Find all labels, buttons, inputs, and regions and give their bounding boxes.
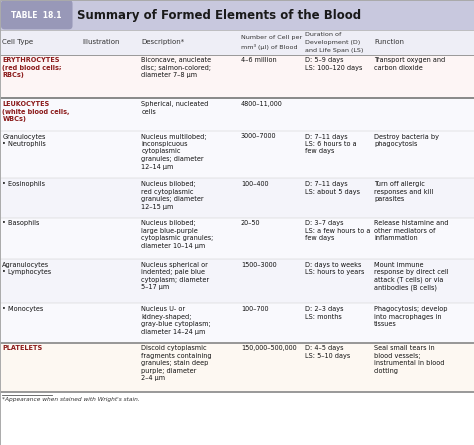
- Text: D: 4–5 days
LS: 5–10 days: D: 4–5 days LS: 5–10 days: [305, 345, 350, 359]
- Text: Summary of Formed Elements of the Blood: Summary of Formed Elements of the Blood: [77, 8, 361, 22]
- Text: Number of Cell per: Number of Cell per: [241, 35, 302, 40]
- Text: D: 7–11 days
LS: 6 hours to a
few days: D: 7–11 days LS: 6 hours to a few days: [305, 134, 356, 154]
- Bar: [0, 259, 474, 303]
- Text: and Life Span (LS): and Life Span (LS): [305, 48, 363, 53]
- Text: TABLE  18.1: TABLE 18.1: [11, 11, 62, 20]
- Bar: [0, 55, 474, 98]
- Text: 150,000–500,000: 150,000–500,000: [241, 345, 296, 351]
- Text: Turn off allergic
responses and kill
parasites: Turn off allergic responses and kill par…: [374, 181, 433, 202]
- Text: Duration of: Duration of: [305, 32, 341, 37]
- Bar: [0, 0, 474, 30]
- Text: D: 5–9 days
LS: 100–120 days: D: 5–9 days LS: 100–120 days: [305, 57, 362, 71]
- FancyBboxPatch shape: [1, 0, 73, 29]
- Text: D: 7–11 days
LS: about 5 days: D: 7–11 days LS: about 5 days: [305, 181, 360, 194]
- Text: mm³ (µl) of Blood: mm³ (µl) of Blood: [241, 44, 297, 50]
- Bar: [0, 343, 474, 392]
- Text: D: 3–7 days
LS: a few hours to a
few days: D: 3–7 days LS: a few hours to a few day…: [305, 220, 370, 241]
- Text: 100–400: 100–400: [241, 181, 268, 187]
- Text: 1500–3000: 1500–3000: [241, 262, 276, 267]
- Text: *Appearance when stained with Wright's stain.: *Appearance when stained with Wright's s…: [2, 397, 140, 402]
- Bar: [0, 131, 474, 178]
- Text: D: 2–3 days
LS: months: D: 2–3 days LS: months: [305, 306, 343, 320]
- Text: Spherical, nucleated
cells: Spherical, nucleated cells: [141, 101, 209, 114]
- Text: ERYTHROCYTES
(red blood cells;
RBCs): ERYTHROCYTES (red blood cells; RBCs): [2, 57, 62, 78]
- Text: 100–700: 100–700: [241, 306, 268, 312]
- Text: Destroy bacteria by
phagocytosis: Destroy bacteria by phagocytosis: [374, 134, 439, 147]
- Text: Phagocytosis; develop
into macrophages in
tissues: Phagocytosis; develop into macrophages i…: [374, 306, 447, 327]
- Text: D: days to weeks
LS: hours to years: D: days to weeks LS: hours to years: [305, 262, 364, 275]
- Text: 20–50: 20–50: [241, 220, 260, 226]
- Text: Nucleus U- or
kidney-shaped;
gray-blue cytoplasm;
diameter 14–24 µm: Nucleus U- or kidney-shaped; gray-blue c…: [141, 306, 211, 335]
- Text: PLATELETS: PLATELETS: [2, 345, 43, 351]
- Text: Discoid cytoplasmic
fragments containing
granules; stain deep
purple; diameter
2: Discoid cytoplasmic fragments containing…: [141, 345, 212, 381]
- Text: Seal small tears in
blood vessels;
instrumental in blood
clotting: Seal small tears in blood vessels; instr…: [374, 345, 445, 374]
- Text: Development (D): Development (D): [305, 40, 360, 45]
- Text: Nucleus spherical or
indented; pale blue
cytoplasm; diameter
5–17 µm: Nucleus spherical or indented; pale blue…: [141, 262, 210, 290]
- Text: 3000–7000: 3000–7000: [241, 134, 276, 139]
- Bar: [0, 98, 474, 131]
- Bar: [0, 178, 474, 218]
- Bar: [0, 303, 474, 343]
- Text: Cell Type: Cell Type: [2, 40, 34, 45]
- Text: Nucleus bilobed;
red cytoplasmic
granules; diameter
12–15 µm: Nucleus bilobed; red cytoplasmic granule…: [141, 181, 204, 210]
- Text: LEUKOCYTES
(white blood cells,
WBCs): LEUKOCYTES (white blood cells, WBCs): [2, 101, 70, 122]
- Text: Granulocytes
• Neutrophils: Granulocytes • Neutrophils: [2, 134, 46, 147]
- Text: • Eosinophils: • Eosinophils: [2, 181, 46, 187]
- Bar: [0, 218, 474, 259]
- Text: Biconcave, anucleate
disc; salmon-colored;
diameter 7–8 µm: Biconcave, anucleate disc; salmon-colore…: [141, 57, 211, 78]
- Bar: [0, 30, 474, 55]
- Text: • Monocytes: • Monocytes: [2, 306, 44, 312]
- Text: • Basophils: • Basophils: [2, 220, 40, 226]
- Text: Nucleus bilobed;
large blue-purple
cytoplasmic granules;
diameter 10–14 µm: Nucleus bilobed; large blue-purple cytop…: [141, 220, 213, 249]
- Text: Release histamine and
other mediators of
inflammation: Release histamine and other mediators of…: [374, 220, 448, 241]
- Text: 4800–11,000: 4800–11,000: [241, 101, 283, 107]
- Text: Function: Function: [374, 40, 404, 45]
- Text: Agranulocytes
• Lymphocytes: Agranulocytes • Lymphocytes: [2, 262, 52, 275]
- Text: Description*: Description*: [141, 40, 184, 45]
- Text: Transport oxygen and
carbon dioxide: Transport oxygen and carbon dioxide: [374, 57, 445, 71]
- Text: Mount immune
response by direct cell
attack (T cells) or via
antibodies (B cells: Mount immune response by direct cell att…: [374, 262, 448, 291]
- Text: Nucleus multilobed;
inconspicuous
cytoplasmic
granules; diameter
12–14 µm: Nucleus multilobed; inconspicuous cytopl…: [141, 134, 207, 170]
- Bar: [0, 392, 474, 445]
- Text: 4–6 million: 4–6 million: [241, 57, 276, 63]
- Text: Illustration: Illustration: [82, 40, 119, 45]
